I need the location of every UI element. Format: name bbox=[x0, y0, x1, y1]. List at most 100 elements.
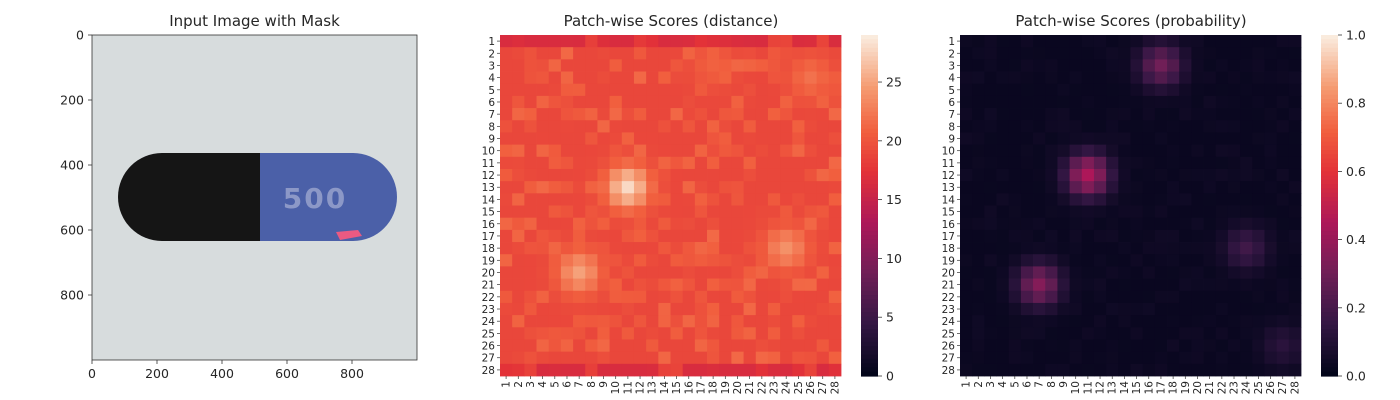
heatmap-cell bbox=[1240, 278, 1253, 292]
heatmap-cell bbox=[719, 315, 732, 328]
heatmap-cell bbox=[816, 95, 830, 109]
heatmap-cell bbox=[1240, 315, 1253, 328]
heatmap-cell bbox=[707, 242, 720, 255]
heatmap-cell bbox=[609, 290, 623, 304]
heatmap-cell bbox=[816, 327, 830, 340]
heatmap-cell bbox=[780, 217, 793, 231]
heatmap-cell bbox=[512, 132, 525, 146]
heatmap-cell bbox=[536, 290, 550, 304]
heatmap-cell bbox=[1252, 144, 1265, 158]
heatmap-cell bbox=[1142, 254, 1156, 267]
heatmap-cell bbox=[548, 108, 562, 121]
heatmap-cell bbox=[585, 95, 598, 109]
heatmap-cell bbox=[1227, 302, 1241, 316]
colorbar-segment bbox=[861, 171, 878, 177]
heatmap-cell bbox=[719, 351, 732, 365]
heatmap-cell bbox=[633, 302, 647, 316]
heatmap-cell bbox=[1106, 47, 1119, 60]
heatmap-cell bbox=[670, 193, 684, 206]
colorbar-segment bbox=[861, 243, 878, 249]
heatmap-cell bbox=[621, 315, 635, 328]
heatmap-cell bbox=[1069, 327, 1083, 340]
heatmap-cell bbox=[719, 217, 732, 231]
heatmap-cell bbox=[1093, 205, 1107, 219]
heatmap-cell bbox=[560, 351, 574, 365]
heatmap-cell bbox=[560, 315, 574, 328]
heatmap-cell bbox=[621, 181, 635, 194]
heatmap-cell bbox=[1154, 290, 1168, 304]
colorbar-segment bbox=[861, 346, 878, 352]
probability-colorbar: 0.00.20.40.60.81.0 bbox=[1321, 28, 1366, 384]
colorbar-tick-label: 0 bbox=[886, 369, 894, 384]
heatmap-cell bbox=[1203, 193, 1217, 206]
heatmap-cell bbox=[984, 35, 997, 48]
heatmap-cell bbox=[1167, 327, 1180, 340]
heatmap-cell bbox=[1093, 108, 1107, 121]
heatmap-cell bbox=[743, 156, 757, 170]
heatmap-cell bbox=[1081, 205, 1095, 219]
heatmap-cell bbox=[1288, 47, 1302, 60]
heatmap-cell bbox=[960, 302, 973, 316]
heatmap-cell bbox=[1276, 59, 1290, 72]
colorbar-segment bbox=[861, 316, 878, 322]
heatmap-cell bbox=[1240, 59, 1253, 72]
heatmap-cell bbox=[682, 339, 696, 353]
colorbar-tick-label: 10 bbox=[886, 251, 902, 266]
heatmap-cell bbox=[804, 108, 818, 121]
colorbar-segment bbox=[1321, 282, 1338, 288]
colorbar-segment bbox=[861, 124, 878, 130]
heatmap-cell bbox=[960, 156, 973, 170]
heatmap-cell bbox=[670, 363, 684, 377]
heatmap-cell bbox=[646, 47, 659, 60]
heatmap-cell bbox=[597, 339, 611, 353]
heatmap-cell bbox=[585, 205, 598, 219]
heatmap-cell bbox=[1179, 278, 1192, 292]
heatmap-cell bbox=[996, 278, 1010, 292]
heatmap-cell bbox=[1142, 59, 1156, 72]
heatmap-cell bbox=[731, 120, 744, 133]
heatmap-cell bbox=[1142, 278, 1156, 292]
heatmap-cell bbox=[1033, 47, 1046, 60]
x-tick-label: 25 bbox=[793, 381, 805, 394]
heatmap-cell bbox=[1106, 95, 1119, 109]
heatmap-cell bbox=[1276, 193, 1290, 206]
heatmap-cell bbox=[1118, 315, 1131, 328]
heatmap-cell bbox=[743, 47, 757, 60]
heatmap-cell bbox=[1130, 193, 1144, 206]
heatmap-cell bbox=[1020, 315, 1034, 328]
heatmap-cell bbox=[621, 156, 635, 170]
colorbar-segment bbox=[1321, 107, 1338, 113]
heatmap-cell bbox=[1008, 327, 1022, 340]
colorbar-segment bbox=[1321, 226, 1338, 232]
heatmap-cell bbox=[1276, 290, 1290, 304]
heatmap-cell bbox=[1252, 108, 1265, 121]
heatmap-cell bbox=[1057, 205, 1071, 219]
heatmap-cell bbox=[573, 95, 586, 109]
heatmap-cell bbox=[536, 315, 550, 328]
heatmap-cell bbox=[609, 144, 623, 158]
heatmap-cell bbox=[1069, 35, 1083, 48]
heatmap-cell bbox=[658, 205, 671, 219]
heatmap-cell bbox=[1093, 144, 1107, 158]
heatmap-cell bbox=[548, 193, 562, 206]
heatmap-cell bbox=[536, 302, 550, 316]
heatmap-cell bbox=[780, 144, 793, 158]
heatmap-cell bbox=[780, 302, 793, 316]
heatmap-cell bbox=[1288, 71, 1302, 85]
heatmap-cell bbox=[816, 59, 830, 72]
heatmap-cell bbox=[816, 83, 830, 97]
heatmap-cell bbox=[1191, 156, 1204, 170]
heatmap-cell bbox=[1167, 315, 1180, 328]
heatmap-cell bbox=[707, 302, 720, 316]
heatmap-cell bbox=[1033, 108, 1046, 121]
heatmap-cell bbox=[1191, 95, 1204, 109]
heatmap-cell bbox=[633, 351, 647, 365]
heatmap-cell bbox=[1240, 144, 1253, 158]
heatmap-cell bbox=[1288, 278, 1302, 292]
heatmap-cell bbox=[573, 35, 586, 48]
heatmap-cell bbox=[792, 351, 805, 365]
colorbar-segment bbox=[861, 277, 878, 283]
y-tick-label: 11 bbox=[482, 158, 495, 170]
heatmap-cell bbox=[1203, 156, 1217, 170]
